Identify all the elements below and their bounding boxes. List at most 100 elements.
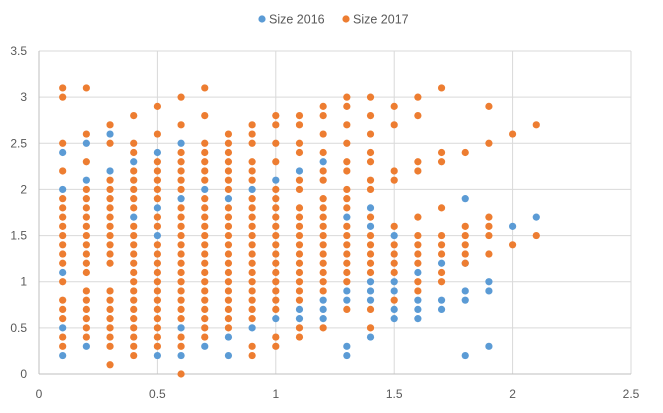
- data-point: [130, 250, 137, 257]
- data-point: [154, 214, 161, 221]
- data-point: [249, 214, 256, 221]
- data-point: [367, 232, 374, 239]
- data-point: [154, 297, 161, 304]
- data-point: [130, 140, 137, 147]
- data-point: [367, 158, 374, 165]
- data-point: [130, 278, 137, 285]
- data-point: [130, 306, 137, 313]
- data-point: [414, 278, 421, 285]
- data-point: [296, 232, 303, 239]
- data-point: [106, 315, 113, 322]
- data-point: [177, 333, 184, 340]
- data-point: [343, 158, 350, 165]
- y-tick-label: 0: [20, 367, 27, 381]
- data-point: [225, 287, 232, 294]
- data-point: [249, 121, 256, 128]
- data-point: [201, 195, 208, 202]
- data-point: [201, 297, 208, 304]
- data-point: [83, 343, 90, 350]
- data-point: [201, 287, 208, 294]
- data-point: [367, 223, 374, 230]
- data-point: [367, 260, 374, 267]
- data-point: [272, 186, 279, 193]
- axes: [39, 51, 631, 374]
- data-point: [225, 158, 232, 165]
- y-tick-label: 1: [20, 275, 27, 289]
- data-point: [201, 177, 208, 184]
- data-point: [272, 232, 279, 239]
- x-tick-label: 0: [36, 387, 43, 401]
- data-point: [106, 223, 113, 230]
- data-point: [320, 269, 327, 276]
- data-point: [83, 250, 90, 257]
- data-point: [177, 306, 184, 313]
- data-point: [177, 352, 184, 359]
- data-point: [225, 149, 232, 156]
- data-point: [485, 103, 492, 110]
- data-point: [59, 195, 66, 202]
- data-point: [391, 269, 398, 276]
- data-point: [201, 167, 208, 174]
- data-point: [343, 250, 350, 257]
- data-point: [59, 149, 66, 156]
- data-point: [320, 297, 327, 304]
- legend-label: Size 2017: [353, 13, 409, 27]
- data-point: [414, 306, 421, 313]
- data-point: [343, 232, 350, 239]
- data-point: [154, 241, 161, 248]
- data-point: [367, 250, 374, 257]
- data-point: [485, 250, 492, 257]
- data-point: [154, 149, 161, 156]
- data-point: [296, 140, 303, 147]
- data-point: [106, 260, 113, 267]
- data-point: [154, 186, 161, 193]
- data-point: [367, 112, 374, 119]
- data-point: [272, 195, 279, 202]
- data-point: [391, 297, 398, 304]
- data-point: [201, 241, 208, 248]
- data-point: [462, 297, 469, 304]
- data-point: [177, 370, 184, 377]
- data-point: [225, 186, 232, 193]
- data-point: [343, 306, 350, 313]
- data-point: [367, 278, 374, 285]
- data-point: [320, 112, 327, 119]
- data-point: [130, 269, 137, 276]
- data-point: [485, 287, 492, 294]
- data-point: [296, 177, 303, 184]
- data-point: [106, 232, 113, 239]
- data-point: [130, 223, 137, 230]
- data-points: [59, 84, 540, 377]
- data-point: [154, 324, 161, 331]
- data-point: [225, 177, 232, 184]
- data-point: [296, 315, 303, 322]
- data-point: [367, 94, 374, 101]
- data-point: [201, 112, 208, 119]
- data-point: [59, 223, 66, 230]
- data-point: [130, 324, 137, 331]
- data-point: [201, 269, 208, 276]
- data-point: [225, 306, 232, 313]
- data-point: [462, 352, 469, 359]
- data-point: [106, 214, 113, 221]
- data-point: [462, 260, 469, 267]
- data-point: [272, 343, 279, 350]
- data-point: [177, 140, 184, 147]
- data-point: [106, 195, 113, 202]
- data-point: [343, 195, 350, 202]
- data-point: [272, 278, 279, 285]
- data-point: [177, 260, 184, 267]
- data-point: [83, 186, 90, 193]
- data-point: [59, 186, 66, 193]
- data-point: [391, 260, 398, 267]
- data-point: [225, 333, 232, 340]
- data-point: [343, 260, 350, 267]
- data-point: [367, 186, 374, 193]
- data-point: [201, 333, 208, 340]
- data-point: [225, 140, 232, 147]
- data-point: [177, 269, 184, 276]
- data-point: [391, 177, 398, 184]
- data-point: [59, 315, 66, 322]
- data-point: [225, 250, 232, 257]
- data-point: [367, 204, 374, 211]
